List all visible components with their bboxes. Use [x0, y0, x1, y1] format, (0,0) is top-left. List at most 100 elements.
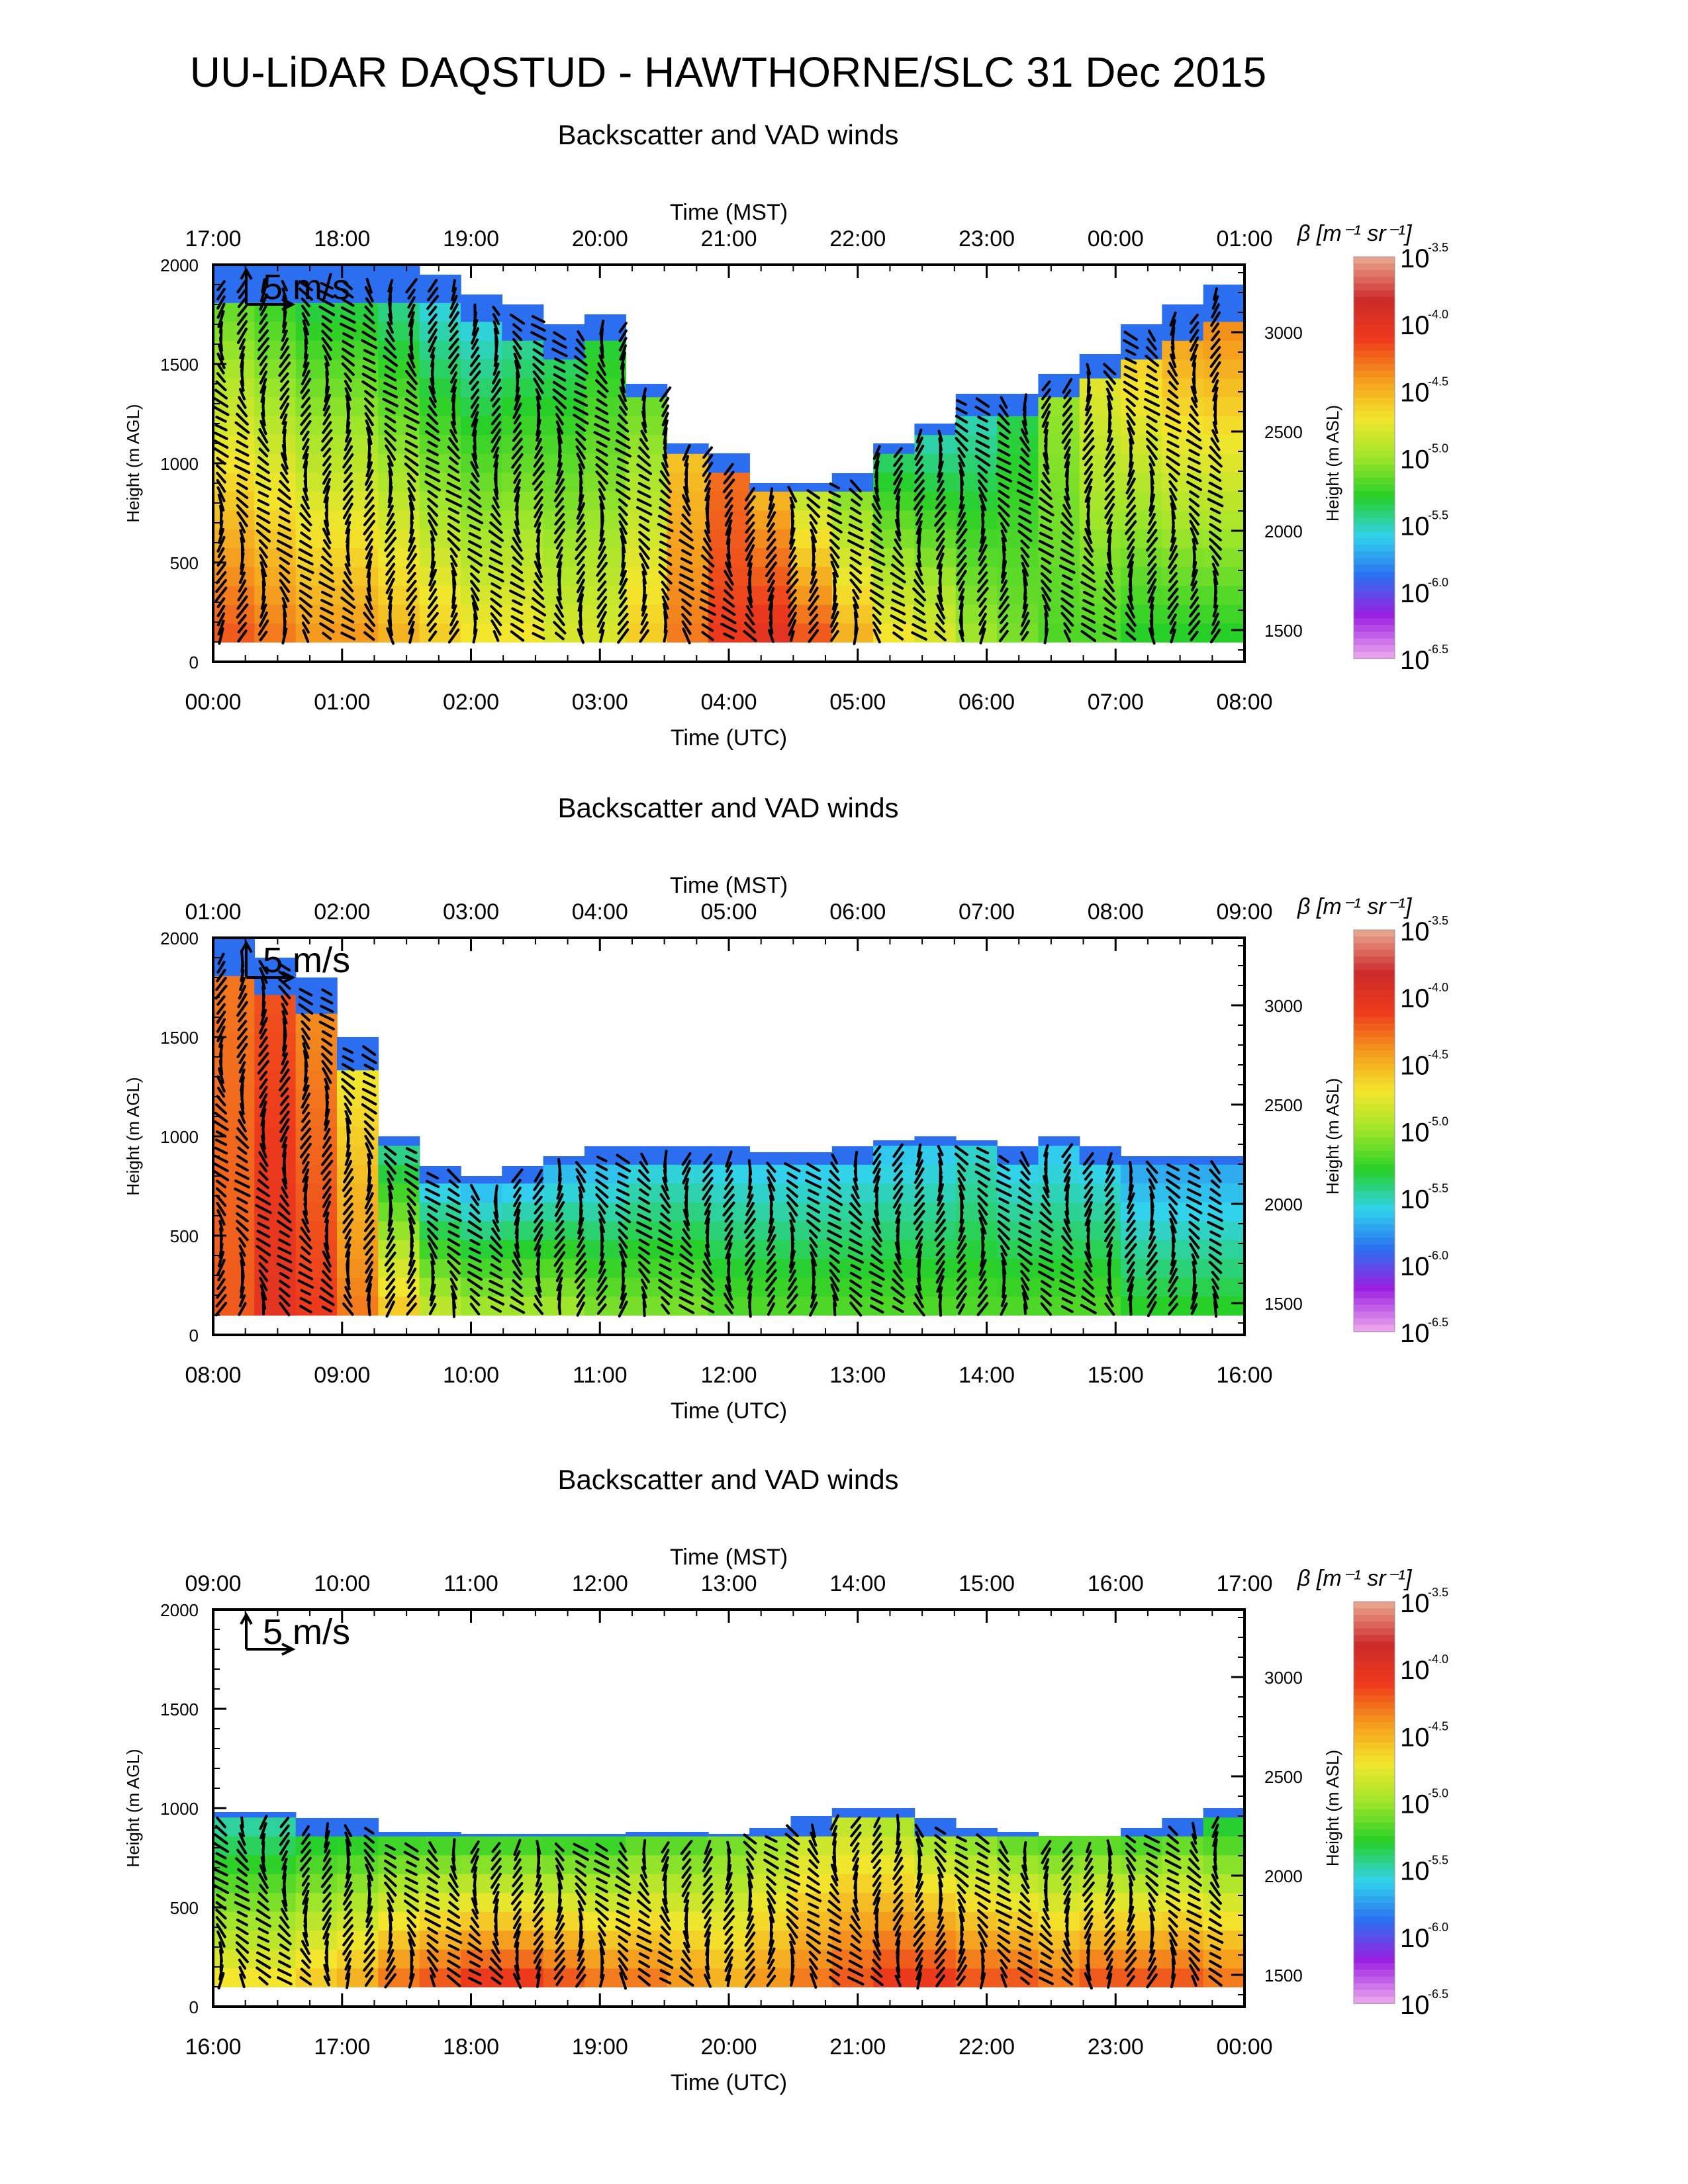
wind-arrow [470, 480, 480, 492]
wind-arrow [618, 1934, 628, 1944]
wind-arrow [280, 452, 289, 470]
wind-arrow [215, 1187, 227, 1198]
colorbar-segment [1354, 330, 1395, 338]
backscatter-cell [1121, 1156, 1163, 1165]
wind-arrow [342, 453, 354, 469]
wind-arrow [281, 1858, 288, 1871]
wind-arrow [977, 1179, 988, 1189]
wind-arrow [850, 1221, 861, 1230]
colorbar-segment [1354, 457, 1395, 465]
wind-arrow [573, 398, 588, 407]
wind-arrow [616, 1875, 631, 1886]
wind-arrow [1103, 1897, 1115, 1914]
wind-arrow [1186, 1203, 1203, 1214]
wind-arrow [236, 328, 248, 344]
wind-arrow [575, 1974, 586, 1988]
wind-arrow [449, 620, 459, 635]
wind-arrow [1083, 1907, 1094, 1921]
wind-arrow [766, 511, 776, 527]
wind-arrow [261, 978, 266, 990]
backscatter-cell [914, 547, 957, 567]
wind-arrow [322, 478, 332, 494]
wind-arrow [279, 564, 291, 574]
backscatter-cell [295, 1202, 338, 1222]
wind-arrow [471, 338, 479, 350]
wind-arrow [532, 588, 545, 600]
wind-arrow [301, 1940, 310, 1955]
backscatter-cell [1038, 374, 1080, 379]
wind-arrow [978, 1931, 988, 1948]
wind-arrow [449, 456, 459, 465]
wind-arrow [489, 1271, 503, 1280]
wind-arrow [849, 1923, 863, 1938]
wind-arrow [1188, 1213, 1200, 1222]
wind-arrow [258, 1976, 269, 1985]
wind-arrow [556, 462, 563, 477]
wind-arrow [959, 1940, 964, 1955]
wind-arrow [279, 1824, 290, 1837]
wind-arrow [1063, 622, 1072, 633]
wind-arrow [974, 1170, 991, 1181]
wind-arrow [343, 445, 353, 460]
wind-arrow [702, 565, 713, 574]
wind-arrow [1187, 1901, 1201, 1910]
wind-arrow [872, 1153, 882, 1165]
wind-arrow [700, 590, 715, 599]
wind-arrow [238, 1053, 246, 1065]
wind-arrow [341, 1085, 355, 1099]
wind-arrow [767, 1183, 775, 1201]
wind-arrow [1150, 604, 1154, 618]
wind-arrow [1086, 370, 1091, 385]
wind-arrow [236, 1926, 249, 1936]
wind-arrow [868, 1271, 885, 1281]
wind-arrow [703, 537, 713, 551]
wind-arrow [300, 1968, 311, 1978]
wind-arrow [1166, 398, 1180, 408]
wind-arrow [301, 388, 310, 400]
wind-arrow [767, 1939, 774, 1956]
wind-arrow [831, 1153, 839, 1165]
wind-arrow [279, 1832, 290, 1846]
wind-arrow [642, 1839, 647, 1856]
colorbar-segment [1354, 598, 1395, 606]
wind-arrow [1147, 1293, 1157, 1308]
backscatter-cell [1079, 359, 1121, 379]
wind-arrow [1020, 1892, 1030, 1903]
wind-arrow [1170, 628, 1176, 644]
wind-arrow [935, 602, 946, 619]
colorbar-segment [1354, 551, 1395, 559]
wind-arrow [657, 1959, 674, 1970]
wind-arrow [1125, 1219, 1136, 1232]
backscatter-cell [460, 1296, 503, 1316]
wind-arrow [555, 1269, 563, 1283]
wind-arrow [535, 1966, 541, 1979]
wind-arrow [320, 598, 334, 607]
wind-arrow [404, 1163, 418, 1172]
wind-arrow [1189, 1163, 1200, 1171]
wind-arrow [302, 1210, 309, 1224]
wind-arrow [576, 578, 585, 594]
wind-arrow [850, 549, 862, 557]
wind-arrow [260, 595, 267, 610]
wind-arrow [1001, 537, 1007, 552]
wind-arrow [576, 571, 586, 584]
wind-arrow [700, 554, 715, 568]
wind-arrow [935, 1932, 946, 1946]
wind-arrow [720, 622, 737, 633]
wind-arrow [787, 596, 797, 609]
wind-arrow [428, 321, 438, 334]
wind-arrow [1104, 453, 1115, 469]
wind-arrow [322, 1922, 332, 1940]
wind-arrow [236, 1035, 248, 1050]
wind-arrow [959, 603, 964, 619]
wind-arrow [658, 1229, 673, 1239]
backscatter-cell [295, 359, 338, 379]
wind-arrow [319, 614, 334, 624]
wind-arrow [1084, 1178, 1094, 1190]
wind-arrow [1000, 1959, 1008, 1970]
wind-arrow [872, 1958, 882, 1970]
backscatter-cell [295, 1107, 338, 1127]
wind-arrow [385, 1235, 395, 1250]
wind-arrow [387, 321, 394, 334]
wind-arrow [343, 281, 353, 291]
